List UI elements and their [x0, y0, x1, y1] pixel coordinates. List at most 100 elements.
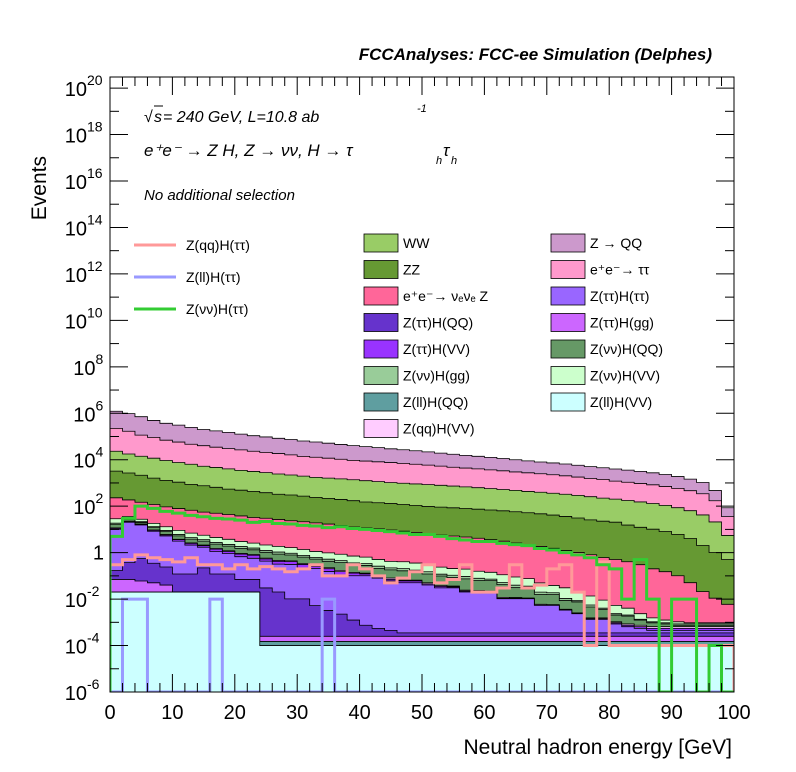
svg-text:1: 1 [93, 543, 104, 565]
y-tick-label: 1 [93, 543, 104, 565]
svg-text:Z(ll)H(VV): Z(ll)H(VV) [590, 394, 652, 410]
svg-text:Z(ττ)H(QQ): Z(ττ)H(QQ) [403, 315, 473, 331]
x-tick-label: 20 [224, 702, 246, 724]
svg-text:10: 10 [65, 637, 87, 659]
svg-text:14: 14 [87, 211, 103, 227]
y-tick-label: 10 -6 [65, 676, 100, 705]
svg-text:Z(νν)H(QQ): Z(νν)H(QQ) [590, 341, 663, 357]
x-tick-label: 90 [660, 702, 682, 724]
legend-item-background: Z → QQ [550, 233, 642, 253]
svg-text:10: 10 [73, 404, 95, 426]
legend-backgrounds: WW Z → QQ ZZ e⁺e⁻→ ττ e⁺e⁻→ νₑνₑ Z Z(ττ)H(ττ)… [363, 233, 663, 438]
y-tick-label: 10 -2 [65, 583, 100, 612]
y-tick-label: 10 10 [65, 304, 103, 333]
y-tick-label: 10 20 [65, 72, 103, 101]
x-tick-label: 50 [411, 702, 433, 724]
x-axis-ticks: 0 10 20 30 40 50 60 70 80 90 100 [104, 77, 751, 724]
svg-text:Z(νν)H(ττ): Z(νν)H(ττ) [186, 301, 248, 317]
svg-text:Z(νν)H(VV): Z(νν)H(VV) [590, 368, 660, 384]
svg-text:e⁺e⁻→ ττ: e⁺e⁻→ ττ [590, 262, 650, 278]
legend-item-background: Z(ll)H(QQ) [363, 392, 468, 412]
svg-text:-4: -4 [87, 630, 100, 646]
svg-text:Z(νν)H(gg): Z(νν)H(gg) [403, 368, 470, 384]
legend-item-background: Z(νν)H(gg) [363, 366, 470, 385]
legend-item-background: Z(ττ)H(ττ) [550, 286, 649, 306]
svg-text:10: 10 [65, 218, 87, 240]
svg-text:8: 8 [96, 351, 104, 367]
svg-text:10: 10 [73, 358, 95, 380]
legend-item-background: Z(νν)H(VV) [550, 366, 660, 385]
x-tick-label: 40 [348, 702, 370, 724]
y-tick-label: 10 2 [73, 490, 103, 519]
svg-text:18: 18 [87, 119, 103, 135]
legend-item-background: Z(ττ)H(QQ) [363, 313, 473, 332]
process-text: e⁺e⁻ → Z H, Z → νν, H → τ [144, 141, 354, 160]
x-tick-label: 0 [104, 702, 115, 724]
y-tick-label: 10 16 [65, 165, 103, 194]
x-tick-label: 60 [473, 702, 495, 724]
svg-text:10: 10 [73, 497, 95, 519]
svg-text:Z(ττ)H(VV): Z(ττ)H(VV) [403, 341, 470, 357]
svg-text:16: 16 [87, 165, 103, 181]
svg-text:WW: WW [403, 235, 430, 251]
legend-item-background: Z(ll)H(VV) [550, 392, 652, 412]
process-sub-1: h [436, 155, 442, 167]
legend-item-signal: Z(ll)H(ττ) [134, 269, 241, 285]
x-tick-label: 10 [161, 702, 183, 724]
svg-text:-6: -6 [87, 676, 100, 692]
x-tick-label: 70 [536, 702, 558, 724]
svg-text:6: 6 [96, 397, 104, 413]
process-tau-2: τ [443, 141, 451, 160]
legend-item-background: ZZ [363, 260, 421, 279]
svg-text:12: 12 [87, 258, 103, 274]
svg-text:10: 10 [65, 126, 87, 148]
svg-text:Z(qq)H(ττ): Z(qq)H(ττ) [186, 237, 250, 253]
legend-item-background: Z(ττ)H(VV) [363, 339, 470, 359]
y-tick-label: 10 6 [73, 397, 103, 426]
legend-item-background: Z(qq)H(VV) [363, 419, 475, 438]
y-tick-label: 10 4 [73, 444, 103, 473]
svg-text:Z(ll)H(ττ): Z(ll)H(ττ) [186, 269, 241, 285]
energy-lumi: = 240 GeV, L=10.8 ab [163, 109, 319, 126]
legend-signals: Z(qq)H(ττ) Z(ll)H(ττ) Z(νν)H(ττ) [134, 237, 250, 317]
signal-line-2 [110, 504, 734, 692]
legend-item-background: WW [363, 233, 430, 253]
svg-text:Z(ττ)H(gg): Z(ττ)H(gg) [590, 315, 654, 331]
svg-text:10: 10 [65, 79, 87, 101]
chart-title: FCCAnalyses: FCC-ee Simulation (Delphes) [359, 45, 713, 64]
svg-text:10: 10 [87, 304, 103, 320]
svg-text:Z(ll)H(QQ): Z(ll)H(QQ) [403, 394, 468, 410]
svg-text:10: 10 [65, 311, 87, 333]
process-annotation: e⁺e⁻ → Z H, Z → νν, H → τ h τ h [144, 141, 457, 167]
svg-text:20: 20 [87, 72, 103, 88]
plot-clip [110, 410, 734, 692]
energy-annotation: √ s = 240 GeV, L=10.8 ab -1 [144, 103, 427, 126]
svg-text:ZZ: ZZ [403, 262, 421, 278]
legend-item-signal: Z(νν)H(ττ) [134, 301, 248, 317]
x-tick-label: 100 [717, 702, 750, 724]
svg-text:10: 10 [65, 172, 87, 194]
svg-text:2: 2 [96, 490, 104, 506]
legend-item-signal: Z(qq)H(ττ) [134, 237, 250, 253]
lumi-exponent: -1 [417, 103, 427, 115]
svg-text:10: 10 [65, 683, 87, 705]
y-tick-label: 10 12 [65, 258, 103, 287]
y-tick-label: 10 8 [73, 351, 103, 380]
legend-item-background: Z(νν)H(QQ) [550, 339, 663, 359]
sqrt-s: s [154, 109, 162, 126]
y-tick-label: 10 14 [65, 211, 103, 240]
x-axis-label: Neutral hadron energy [GeV] [464, 736, 733, 759]
signal-line-0 [110, 553, 734, 692]
process-sub-2: h [451, 155, 457, 167]
y-axis-label: Events [28, 156, 51, 220]
svg-text:10: 10 [65, 265, 87, 287]
x-tick-label: 80 [598, 702, 620, 724]
y-tick-label: 10 18 [65, 119, 103, 148]
svg-text:10: 10 [65, 590, 87, 612]
svg-text:Z(ττ)H(ττ): Z(ττ)H(ττ) [590, 288, 649, 304]
legend-item-background: Z(ττ)H(gg) [550, 313, 654, 332]
legend-item-background: e⁺e⁻→ νₑνₑ Z [363, 286, 489, 306]
